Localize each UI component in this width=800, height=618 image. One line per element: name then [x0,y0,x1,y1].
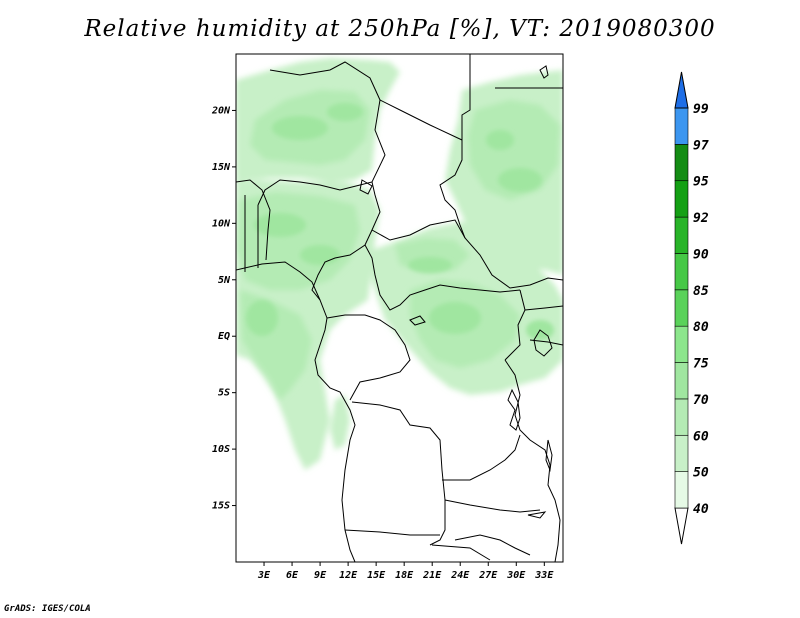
lat-tick-label: 20N [211,105,231,116]
humidity-spot [498,168,542,192]
colorbar-label: 95 [693,175,709,190]
border-line [326,314,411,401]
lake-outline [533,329,553,357]
colorbar-segment [674,180,689,218]
lon-tick-label: 21E [422,570,442,581]
colorbar-label: 90 [693,247,709,262]
colorbar-label: 97 [693,138,709,153]
lon-tick-label: 27E [478,570,498,581]
border-line [344,529,440,536]
colorbar-segment [674,434,689,472]
humidity-spot [429,302,481,334]
border-line [431,544,491,561]
latitude-axis: 20N 15N 10N 5N EQ 5S 10S 15S [211,105,236,512]
colorbar-label: 60 [693,429,709,444]
lat-tick-label: 15S [212,501,230,512]
lat-tick-label: 10S [212,444,230,455]
lake-outline [539,65,549,79]
chart-title: Relative humidity at 250hPa [%], VT: 201… [84,16,716,42]
lon-tick-label: 24E [450,570,470,581]
colorbar-segment [674,471,689,509]
lake-outline [527,511,547,519]
humidity-spot [408,257,452,273]
lon-tick-label: 3E [257,570,271,581]
border-line [529,339,563,346]
lat-tick-label: EQ [218,331,230,342]
lake-outline [359,179,373,195]
humidity-spot [246,300,278,336]
map-frame [235,53,564,563]
border-line [524,305,563,311]
colorbar-segment [674,289,689,327]
border-line [311,181,381,301]
country-borders [236,54,563,562]
credit-text: GrADS: IGES/COLA [4,604,91,614]
colorbar-segment [674,362,689,400]
colorbar: 40 50 60 70 75 80 85 90 92 95 97 99 [674,71,709,545]
lon-tick-label: 33E [534,570,554,581]
colorbar-label: 75 [693,357,709,372]
humidity-field [236,58,563,470]
humidity-spot [300,245,340,265]
humidity-spot [327,103,363,121]
humidity-spot [254,213,306,237]
colorbar-label: 40 [693,502,709,517]
lon-tick-label: 15E [367,570,386,581]
lon-tick-label: 30E [506,570,526,581]
border-line [379,99,463,141]
lat-tick-label: 5N [218,275,231,286]
border-line [236,179,271,261]
colorbar-lower-extension [674,507,689,545]
border-line [442,434,521,481]
lon-tick-label: 6E [286,570,299,581]
colorbar-segment [674,398,689,436]
colorbar-label: 85 [693,284,709,299]
border-line [236,261,356,562]
border-line [504,289,526,361]
lon-tick-label: 18E [395,570,414,581]
border-line [504,359,561,562]
colorbar-segment [674,253,689,291]
humidity-spot [272,116,328,140]
colorbar-label: 70 [693,393,709,408]
lat-tick-label: 10N [212,218,231,229]
longitude-axis: 3E 6E 9E 12E 15E 18E 21E 24E 27E 30E 33E [257,562,554,581]
border-line [454,534,531,556]
colorbar-label: 92 [693,211,709,226]
colorbar-label: 80 [693,320,709,335]
lon-tick-label: 9E [314,570,327,581]
colorbar-upper-extension [674,71,689,109]
colorbar-label: 50 [693,466,709,481]
border-line [371,219,563,289]
humidity-region-south [330,395,350,450]
colorbar-segment [674,107,689,145]
border-line [364,244,521,311]
lat-tick-label: 15N [212,162,231,173]
humidity-spot [486,130,514,150]
colorbar-segment [674,325,689,363]
lon-tick-label: 12E [339,570,358,581]
colorbar-segment [674,144,689,182]
lake-outline [545,439,553,472]
humidity-field-60-70 [246,103,554,340]
lake-outline [409,315,426,326]
border-line [439,54,471,239]
colorbar-label: 99 [693,102,709,117]
border-line [444,499,541,513]
lat-tick-label: 5S [218,388,230,399]
colorbar-segment [674,216,689,254]
border-line [351,401,446,546]
lake-outline [507,388,521,431]
border-line [257,61,386,206]
